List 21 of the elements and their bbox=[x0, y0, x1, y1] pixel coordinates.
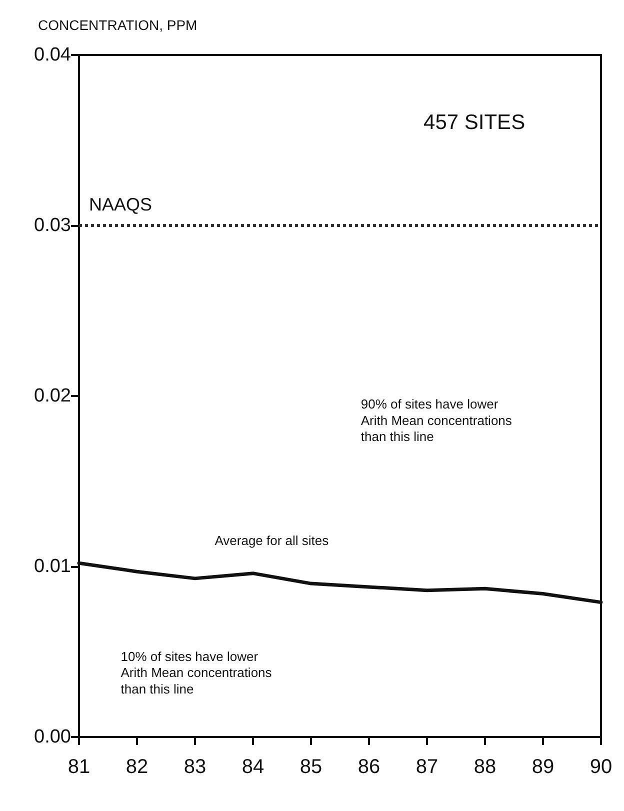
x-tick-label: 81 bbox=[68, 756, 90, 778]
y-axis-title: CONCENTRATION, PPM bbox=[38, 17, 198, 33]
annotation: Average for all sites bbox=[214, 533, 330, 548]
annotation: 457 SITES bbox=[424, 111, 526, 134]
x-tick-label: 86 bbox=[358, 756, 380, 778]
x-tick-label: 84 bbox=[242, 756, 264, 778]
ref-line-label: NAAQS bbox=[89, 194, 152, 214]
y-tick-label: 0.04 bbox=[34, 44, 72, 66]
y-tick-label: 0.03 bbox=[34, 215, 71, 236]
annotation: 10% of sites have lower Arith Mean concentrations than this line bbox=[120, 648, 272, 696]
x-tick-label: 83 bbox=[184, 756, 206, 778]
x-tick-label: 89 bbox=[532, 756, 554, 778]
x-tick-label: 85 bbox=[300, 756, 322, 778]
annotation: 90% of sites have lower Arith Mean concentrations than this line bbox=[360, 396, 512, 444]
x-tick-label: 87 bbox=[416, 756, 438, 778]
y-tick-label: 0.01 bbox=[34, 556, 71, 577]
x-tick-label: 82 bbox=[126, 756, 148, 778]
x-tick-label: 88 bbox=[474, 756, 496, 778]
y-tick-label: 0.00 bbox=[34, 726, 71, 748]
y-tick-label: 0.02 bbox=[34, 386, 71, 406]
x-tick-label: 90 bbox=[590, 756, 612, 778]
